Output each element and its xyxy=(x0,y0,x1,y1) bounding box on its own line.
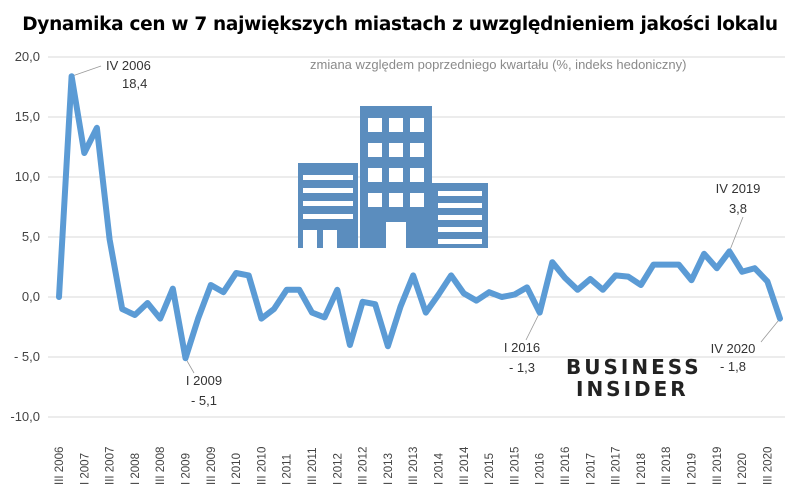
x-tick-label: I 2008 xyxy=(130,453,142,485)
y-tick-label: 10,0 xyxy=(15,169,40,184)
x-tick-label: I 2019 xyxy=(686,453,698,485)
building-icon xyxy=(298,106,488,248)
annotation-label: IV 2020 xyxy=(711,341,756,356)
x-tick-label: III 2018 xyxy=(661,447,673,485)
logo-line1: BUSINESS xyxy=(566,355,702,379)
x-tick-label: III 2016 xyxy=(560,447,572,485)
y-tick-label: -10,0 xyxy=(10,409,40,424)
annotation-leader xyxy=(729,216,744,252)
x-tick-label: III 2006 xyxy=(54,447,66,485)
chart-title: Dynamika cen w 7 największych miastach z… xyxy=(22,14,778,35)
x-tick-label: I 2014 xyxy=(433,452,445,485)
annotation-value: - 5,1 xyxy=(191,393,217,408)
annotation-label: IV 2006 xyxy=(106,58,151,73)
x-tick-label: I 2015 xyxy=(484,453,496,485)
x-tick-label: I 2016 xyxy=(535,453,547,485)
x-tick-label: III 2017 xyxy=(611,447,623,485)
x-tick-label: III 2020 xyxy=(762,447,774,485)
annotation-label: I 2016 xyxy=(504,340,540,355)
x-tick-label: I 2018 xyxy=(636,453,648,485)
x-tick-label: III 2014 xyxy=(459,446,471,485)
x-tick-label: III 2011 xyxy=(307,447,319,485)
logo-line2: INSIDER xyxy=(576,377,689,401)
annotation-label: I 2009 xyxy=(186,373,222,388)
annotation-leader xyxy=(525,312,541,341)
chart-subtitle: zmiana względem poprzedniego kwartału (%… xyxy=(310,57,687,72)
x-tick-label: I 2020 xyxy=(737,453,749,485)
y-tick-label: 15,0 xyxy=(15,109,40,124)
annotation-leader xyxy=(71,65,102,77)
annotation-leader xyxy=(760,318,781,343)
x-tick-label: III 2012 xyxy=(358,447,370,485)
annotation-value: - 1,3 xyxy=(509,360,535,375)
x-tick-label: III 2008 xyxy=(155,447,167,485)
y-tick-label: - 5,0 xyxy=(14,349,40,364)
x-tick-label: III 2013 xyxy=(408,447,420,485)
x-tick-label: I 2013 xyxy=(383,453,395,485)
annotation-value: 18,4 xyxy=(122,76,147,91)
y-tick-label: 20,0 xyxy=(15,49,40,64)
series-line xyxy=(56,73,783,362)
x-tick-label: I 2010 xyxy=(231,453,243,485)
x-tick-label: III 2007 xyxy=(105,447,117,485)
x-tick-label: III 2009 xyxy=(206,447,218,485)
annotation-value: 3,8 xyxy=(729,201,747,216)
x-tick-label: III 2015 xyxy=(509,447,521,485)
x-tick-label: I 2017 xyxy=(585,453,597,485)
annotation-value: - 1,8 xyxy=(720,359,746,374)
x-tick-label: III 2019 xyxy=(712,447,724,485)
y-tick-label: 5,0 xyxy=(22,229,40,244)
x-tick-label: III 2010 xyxy=(256,447,268,485)
x-tick-label: I 2012 xyxy=(332,453,344,485)
business-insider-logo: BUSINESS INSIDER xyxy=(566,356,702,400)
annotation-label: IV 2019 xyxy=(716,181,761,196)
x-tick-label: I 2007 xyxy=(79,453,91,485)
y-tick-label: 0,0 xyxy=(22,289,40,304)
x-tick-label: I 2011 xyxy=(282,454,294,485)
x-tick-label: I 2009 xyxy=(180,453,192,485)
